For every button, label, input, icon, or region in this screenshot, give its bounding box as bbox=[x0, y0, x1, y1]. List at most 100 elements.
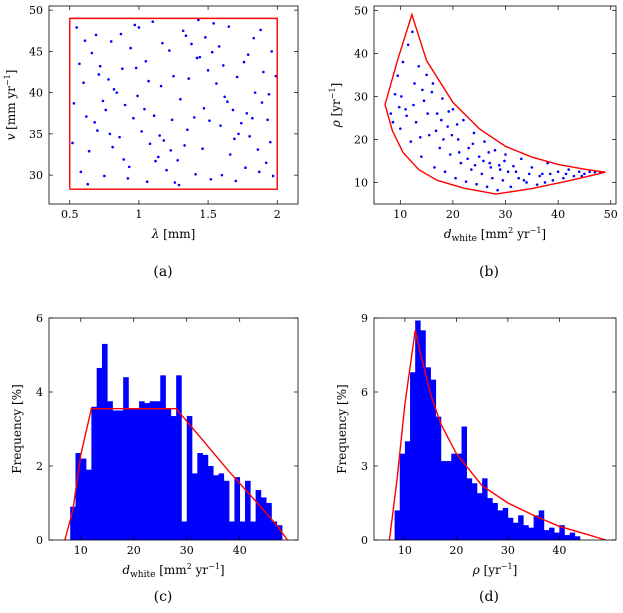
scatter-point bbox=[448, 153, 452, 156]
histogram-bar bbox=[117, 410, 124, 540]
scatter-point bbox=[503, 159, 506, 163]
scatter-point bbox=[391, 120, 395, 124]
scatter-point bbox=[123, 103, 127, 107]
y-tick-label: 30 bbox=[29, 169, 43, 182]
histogram-bar bbox=[404, 441, 411, 540]
scatter-point bbox=[577, 170, 581, 174]
y-tick-label: 40 bbox=[354, 47, 368, 60]
scatter-point bbox=[480, 172, 484, 176]
scatter-point bbox=[118, 135, 121, 139]
histogram-bar bbox=[482, 478, 488, 540]
plot-frame bbox=[373, 5, 617, 205]
scatter-point bbox=[126, 177, 130, 180]
scatter-point bbox=[259, 28, 262, 32]
scatter-point bbox=[97, 73, 101, 76]
scatter-point bbox=[162, 139, 166, 142]
scatter-point bbox=[132, 116, 135, 120]
scatter-point bbox=[101, 99, 105, 103]
scatter-point bbox=[222, 64, 225, 67]
scatter-point bbox=[588, 170, 591, 174]
scatter-point bbox=[421, 88, 424, 92]
scatter-point bbox=[134, 66, 138, 70]
histogram-bar bbox=[559, 525, 565, 540]
histogram-bar bbox=[415, 320, 421, 540]
panel-a: 0.5 1 1.5 2 30 35 40 45 50 λ [mm] v [mm yr−1] (a) bbox=[3, 4, 299, 280]
scatter-point bbox=[251, 116, 254, 120]
scatter-point bbox=[562, 176, 565, 180]
x-tick-label: 30 bbox=[180, 544, 194, 557]
histogram-bar bbox=[234, 477, 241, 540]
scatter-point bbox=[406, 43, 410, 47]
scatter-point bbox=[242, 60, 246, 64]
scatter-point bbox=[504, 153, 507, 156]
density-curve bbox=[388, 330, 606, 541]
histogram-bar bbox=[523, 525, 529, 540]
histogram-bar bbox=[239, 521, 246, 540]
scatter-point bbox=[204, 36, 207, 39]
histogram-bar bbox=[245, 480, 251, 540]
scatter-point bbox=[122, 158, 125, 161]
histogram-bar bbox=[466, 478, 473, 540]
histogram-bar bbox=[176, 375, 182, 540]
x-tick-label: 50 bbox=[604, 208, 618, 221]
scatter-point bbox=[269, 140, 272, 144]
scatter-point bbox=[152, 114, 156, 118]
scatter-point bbox=[260, 101, 264, 104]
y-axis-label: v [mm yr−1] bbox=[3, 70, 18, 141]
scatter-point bbox=[583, 172, 586, 176]
histogram-bar bbox=[186, 416, 193, 540]
scatter-point bbox=[115, 91, 119, 94]
histogram-bar bbox=[123, 377, 129, 540]
y-tick-label: 6 bbox=[361, 386, 368, 399]
panel-d: 10 20 30 40 0 3 6 9 ρ [yr−1] Frequency [%] (d) bbox=[335, 312, 617, 605]
y-tick-label: 30 bbox=[354, 90, 368, 103]
scatter-point bbox=[144, 59, 148, 63]
x-tick-label: 30 bbox=[501, 544, 515, 557]
y-tick-label: 35 bbox=[29, 128, 43, 141]
histogram-bar bbox=[549, 527, 555, 540]
scatter-point bbox=[210, 50, 214, 54]
label-part: ] bbox=[329, 83, 343, 88]
y-tick-label: 45 bbox=[29, 45, 43, 58]
scatter-point bbox=[190, 42, 193, 46]
label-part: ] bbox=[4, 70, 18, 75]
scatter-point bbox=[170, 118, 174, 122]
panel-caption: (a) bbox=[153, 264, 172, 280]
histogram-bar bbox=[528, 527, 534, 540]
x-tick-label: 10 bbox=[393, 208, 407, 221]
scatter-point bbox=[455, 123, 459, 126]
scatter-point bbox=[485, 185, 489, 189]
scatter-point bbox=[119, 32, 123, 36]
scatter-point bbox=[472, 131, 476, 135]
scatter-point bbox=[459, 161, 463, 165]
scatter-point bbox=[109, 40, 113, 43]
histogram-bar bbox=[207, 466, 214, 540]
scatter-point bbox=[169, 149, 173, 152]
scatter-point bbox=[85, 115, 88, 118]
histogram-bar bbox=[112, 410, 119, 540]
scatter-point bbox=[184, 34, 188, 37]
scatter-point bbox=[512, 164, 515, 168]
scatter-point bbox=[86, 182, 90, 186]
scatter-point bbox=[501, 179, 505, 182]
y-tick-label: 50 bbox=[354, 4, 368, 17]
histogram-bar bbox=[476, 493, 483, 540]
y-axis-label: Frequency [%] bbox=[10, 384, 24, 473]
y-tick-label: 0 bbox=[36, 534, 43, 547]
label-part: white bbox=[130, 570, 155, 580]
scatter-point bbox=[447, 110, 451, 113]
histogram-bar bbox=[492, 503, 498, 540]
scatter-point bbox=[572, 174, 576, 178]
scatter-point bbox=[168, 49, 171, 52]
label-part: −1 bbox=[530, 226, 542, 235]
scatter-point bbox=[425, 73, 428, 77]
scatter-point bbox=[158, 134, 161, 137]
scatter-point bbox=[246, 53, 250, 56]
scatter-point bbox=[442, 138, 445, 141]
label-part: v bbox=[4, 133, 18, 140]
histogram-bar bbox=[435, 416, 442, 540]
scatter-point bbox=[129, 46, 132, 50]
scatter-point bbox=[422, 99, 426, 102]
scatter-point bbox=[551, 179, 555, 182]
scatter-point bbox=[546, 161, 549, 165]
